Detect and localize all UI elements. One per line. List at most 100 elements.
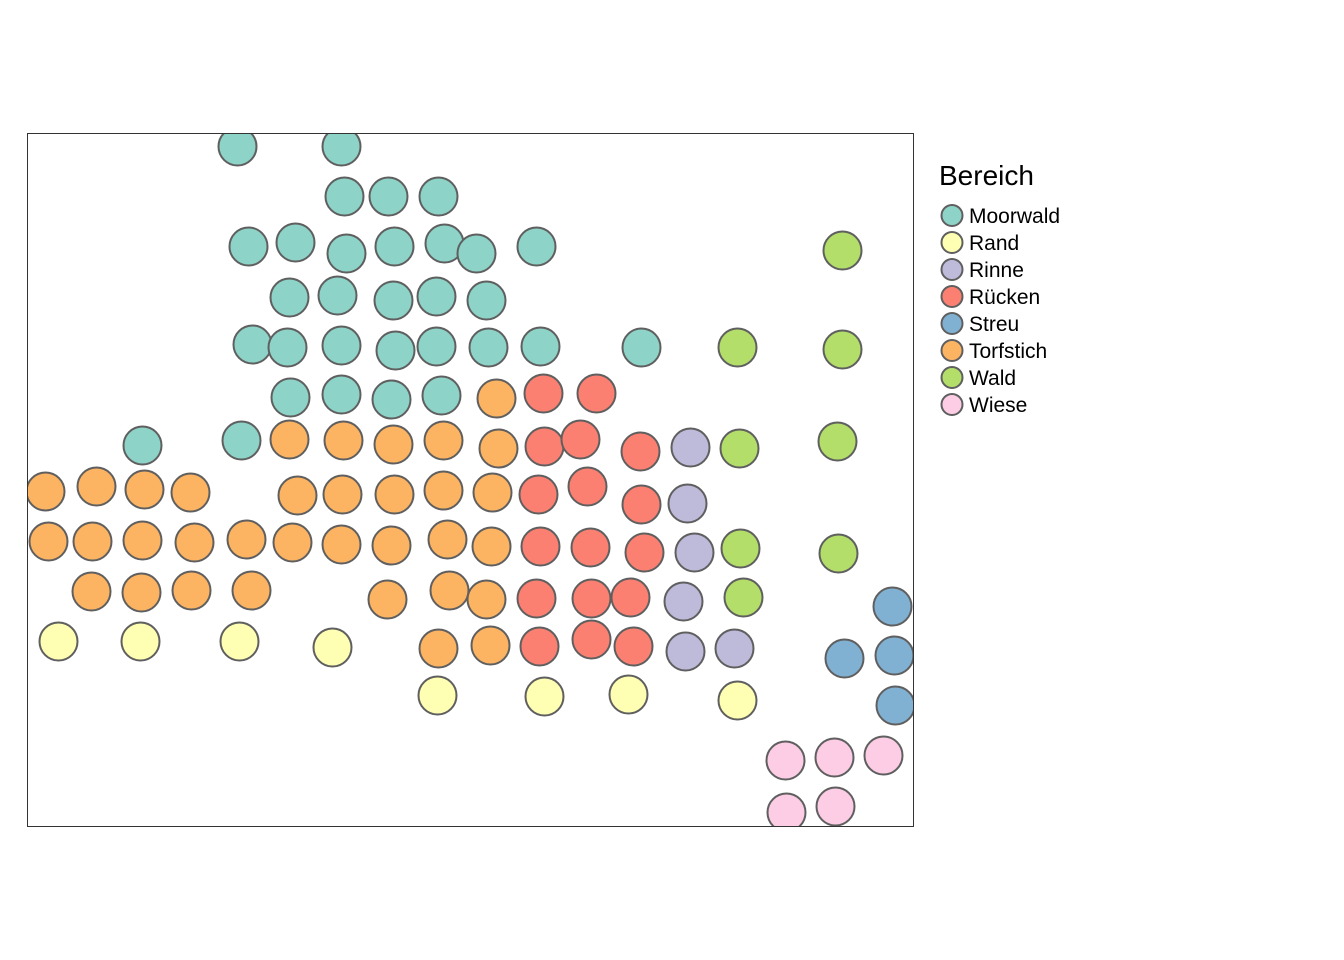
point-ruecken-4 — [620, 431, 661, 472]
plot-border — [27, 133, 914, 827]
point-torfstich-8 — [124, 469, 165, 510]
point-torfstich-24 — [471, 526, 512, 567]
point-torfstich-21 — [321, 524, 362, 565]
point-moorwald-18 — [267, 327, 308, 368]
point-rand-2 — [219, 621, 260, 662]
point-wald-2 — [822, 329, 863, 370]
point-ruecken-8 — [520, 526, 561, 567]
point-ruecken-1 — [576, 373, 617, 414]
point-wald-6 — [818, 533, 859, 574]
point-wald-3 — [719, 428, 760, 469]
legend-entries: Moorwald Rand Rinne Rücken Streu Torfstich Wal… — [940, 204, 1060, 417]
legend-key-torfstich — [940, 339, 964, 362]
legend-label-rand: Rand — [969, 232, 1019, 255]
legend-label-wiese: Wiese — [969, 394, 1027, 417]
point-wiese-4 — [815, 786, 856, 827]
point-streu-0 — [872, 586, 913, 627]
legend-key-moorwald — [940, 204, 964, 227]
point-wald-5 — [720, 528, 761, 569]
point-torfstich-18 — [174, 522, 215, 563]
point-rand-3 — [312, 627, 353, 668]
point-torfstich-11 — [322, 474, 363, 515]
point-torfstich-30 — [429, 570, 470, 611]
point-wald-1 — [717, 327, 758, 368]
legend-key-wiese — [940, 393, 964, 416]
point-rinne-1 — [667, 483, 708, 524]
point-torfstich-6 — [27, 471, 66, 512]
point-moorwald-14 — [373, 280, 414, 321]
point-rinne-5 — [714, 628, 755, 669]
legend-label-torfstich: Torfstich — [969, 340, 1047, 363]
point-wald-4 — [817, 421, 858, 462]
point-moorwald-22 — [468, 327, 509, 368]
point-ruecken-13 — [610, 577, 651, 618]
point-moorwald-19 — [321, 325, 362, 366]
legend-key-rand — [940, 231, 964, 254]
point-ruecken-15 — [571, 619, 612, 660]
point-ruecken-6 — [567, 466, 608, 507]
point-moorwald-21 — [416, 326, 457, 367]
point-moorwald-3 — [368, 176, 409, 217]
point-streu-1 — [824, 638, 865, 679]
point-rand-5 — [524, 676, 565, 717]
legend-label-wald: Wald — [969, 367, 1016, 390]
point-torfstich-12 — [374, 474, 415, 515]
point-torfstich-31 — [466, 579, 507, 620]
point-rand-1 — [120, 621, 161, 662]
point-moorwald-15 — [416, 276, 457, 317]
point-torfstich-19 — [226, 519, 267, 560]
point-torfstich-32 — [418, 628, 459, 669]
point-wald-7 — [723, 577, 764, 618]
point-ruecken-2 — [524, 426, 565, 467]
point-moorwald-20 — [375, 330, 416, 371]
point-moorwald-27 — [371, 379, 412, 420]
point-moorwald-12 — [269, 277, 310, 318]
point-moorwald-24 — [621, 327, 662, 368]
point-ruecken-3 — [560, 419, 601, 460]
point-torfstich-14 — [472, 472, 513, 513]
point-ruecken-0 — [523, 373, 564, 414]
point-rand-7 — [717, 680, 758, 721]
point-torfstich-29 — [367, 579, 408, 620]
point-ruecken-7 — [621, 484, 662, 525]
point-torfstich-27 — [171, 570, 212, 611]
point-torfstich-5 — [478, 428, 519, 469]
point-torfstich-13 — [423, 470, 464, 511]
point-rand-0 — [38, 621, 79, 662]
point-moorwald-23 — [520, 326, 561, 367]
point-wald-0 — [822, 230, 863, 271]
point-rand-4 — [417, 675, 458, 716]
point-torfstich-33 — [470, 625, 511, 666]
point-torfstich-3 — [373, 424, 414, 465]
point-streu-2 — [874, 635, 914, 676]
point-torfstich-4 — [423, 420, 464, 461]
point-moorwald-10 — [456, 233, 497, 274]
point-rinne-4 — [665, 631, 706, 672]
point-moorwald-16 — [466, 280, 507, 321]
legend-label-moorwald: Moorwald — [969, 205, 1060, 228]
point-ruecken-10 — [624, 532, 665, 573]
points-layer — [27, 133, 914, 827]
point-moorwald-0 — [217, 133, 258, 167]
point-streu-3 — [875, 685, 914, 726]
point-ruecken-9 — [570, 527, 611, 568]
point-wiese-3 — [766, 792, 807, 827]
legend-key-streu — [940, 312, 964, 335]
legend-title: Bereich — [939, 160, 1034, 191]
legend-label-rinne: Rinne — [969, 259, 1024, 282]
point-moorwald-13 — [317, 275, 358, 316]
point-torfstich-2 — [323, 420, 364, 461]
point-torfstich-9 — [170, 472, 211, 513]
point-moorwald-2 — [324, 176, 365, 217]
point-moorwald-1 — [321, 133, 362, 167]
point-torfstich-7 — [76, 466, 117, 507]
point-torfstich-15 — [28, 521, 69, 562]
legend-key-rinne — [940, 258, 964, 281]
point-wiese-2 — [863, 735, 904, 776]
point-moorwald-28 — [421, 375, 462, 416]
point-moorwald-5 — [228, 226, 269, 267]
legend: Bereich Moorwald Rand Rinne Rücken Streu Torf… — [939, 160, 1060, 417]
point-moorwald-6 — [275, 222, 316, 263]
point-torfstich-20 — [272, 522, 313, 563]
